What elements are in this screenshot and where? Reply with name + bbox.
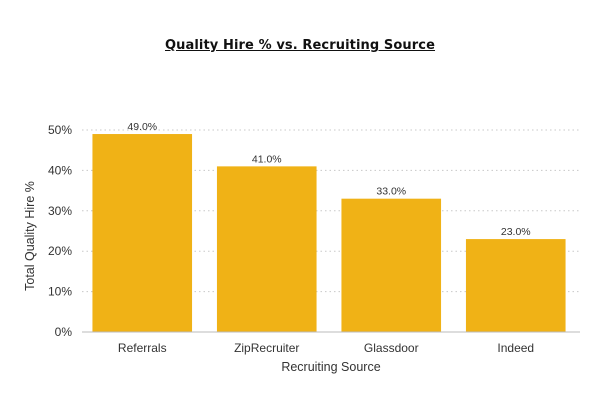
x-tick-label: Glassdoor	[364, 341, 419, 355]
data-label: 41.0%	[252, 153, 282, 165]
y-tick-label: 20%	[48, 244, 72, 258]
x-axis-title: Recruiting Source	[281, 360, 380, 374]
y-axis-ticks: 0% 10% 20% 30% 40% 50%	[48, 123, 72, 339]
x-tick-label: ZipRecruiter	[234, 341, 299, 355]
bar	[216, 166, 317, 332]
bar	[341, 198, 442, 332]
bars	[92, 134, 566, 332]
x-axis-ticks: Referrals ZipRecruiter Glassdoor Indeed	[118, 341, 534, 355]
chart-title: Quality Hire % vs. Recruiting Source	[164, 38, 436, 53]
data-label: 33.0%	[376, 186, 406, 198]
data-label: 23.0%	[501, 226, 531, 238]
y-axis-title: Total Quality Hire %	[23, 181, 37, 291]
y-tick-label: 50%	[48, 123, 72, 137]
y-tick-label: 0%	[55, 325, 73, 339]
bar	[92, 134, 193, 332]
data-label: 49.0%	[127, 121, 157, 133]
x-tick-label: Indeed	[497, 341, 534, 355]
x-tick-label: Referrals	[118, 341, 167, 355]
bar	[465, 239, 566, 332]
data-labels: 49.0% 41.0% 33.0% 23.0%	[127, 121, 530, 238]
y-tick-label: 30%	[48, 204, 72, 218]
y-tick-label: 40%	[48, 163, 72, 177]
y-tick-label: 10%	[48, 285, 72, 299]
